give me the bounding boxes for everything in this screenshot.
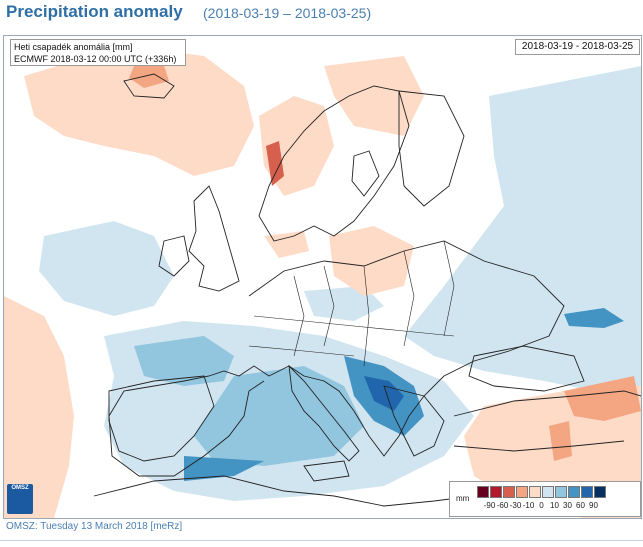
legend-label: -10 [522, 501, 535, 510]
legend-swatch [555, 486, 567, 498]
country-borders [248, 240, 455, 367]
legend-label: 10 [550, 501, 559, 510]
wet-anomaly-areas [39, 66, 641, 501]
map-canvas [4, 36, 641, 518]
map-info-box: Heti csapadék anomália [mm] ECMWF 2018-0… [10, 39, 186, 66]
legend-label: -60 [496, 501, 509, 510]
anomaly-map: Heti csapadék anomália [mm] ECMWF 2018-0… [3, 35, 642, 519]
footer-credit: OMSZ: Tuesday 13 March 2018 [meRz] [6, 521, 183, 532]
legend-label: -30 [509, 501, 522, 510]
legend-swatch [594, 486, 606, 498]
logo-text: OMSZ [11, 485, 29, 491]
legend-label: 0 [539, 501, 544, 510]
omsz-logo: OMSZ [7, 484, 33, 514]
legend-swatch [581, 486, 593, 498]
legend-swatch [477, 486, 489, 498]
coastlines [93, 73, 641, 507]
legend-label: 60 [576, 501, 585, 510]
footer-divider [0, 540, 643, 541]
legend-swatch [568, 486, 580, 498]
legend-label: -90 [483, 501, 496, 510]
legend-label: 90 [589, 501, 598, 510]
legend-labels: -90 -60 -30 -10 0 10 30 60 90 [477, 501, 600, 510]
legend-unit: mm [456, 494, 470, 503]
legend-swatch [490, 486, 502, 498]
title-bar: Precipitation anomaly (2018-03-19 – 2018… [0, 0, 643, 30]
page-title: Precipitation anomaly [6, 2, 183, 21]
date-range-subtitle: (2018-03-19 – 2018-03-25) [203, 5, 372, 21]
legend-swatch [542, 486, 554, 498]
legend-swatch [516, 486, 528, 498]
info-title: Heti csapadék anomália [mm] [14, 42, 133, 52]
info-model-run: ECMWF 2018-03-12 00:00 UTC (+336h) [14, 54, 177, 64]
legend-swatch [503, 486, 515, 498]
color-legend: mm -90 -60 -30 -10 0 10 30 60 90 [449, 481, 641, 517]
legend-swatches [477, 486, 607, 498]
legend-swatch [529, 486, 541, 498]
legend-label: 30 [563, 501, 572, 510]
date-label-box: 2018-03-19 - 2018-03-25 [515, 39, 640, 55]
